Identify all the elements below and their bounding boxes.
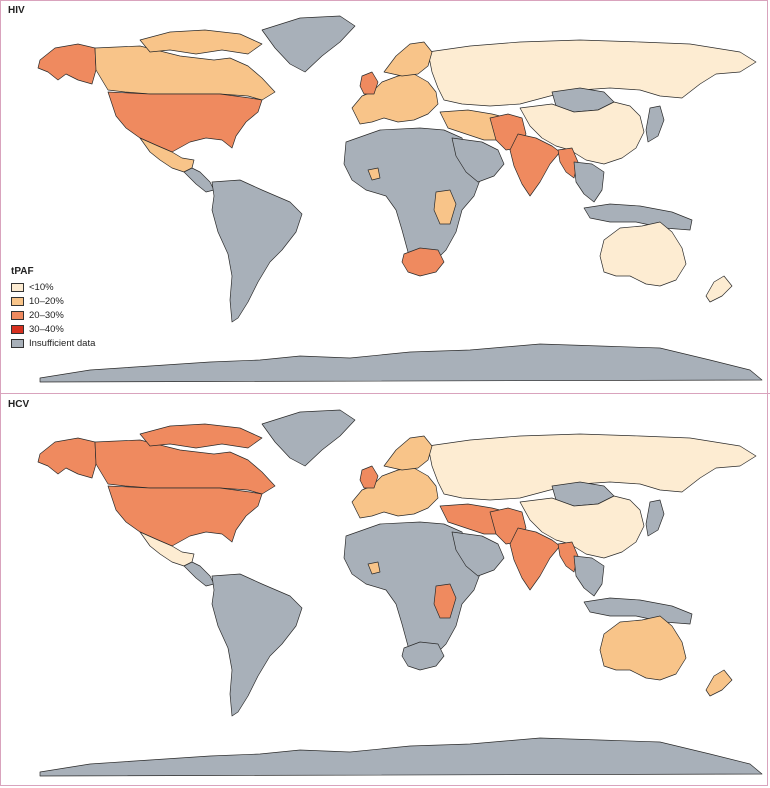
hiv-region-japan: [645, 105, 665, 143]
hcv-map-panel: HCV: [0, 394, 770, 788]
hiv-region-south-africa: [401, 247, 445, 277]
hiv-region-new-zealand: [705, 275, 733, 303]
hcv-region-antarctica: [39, 737, 763, 777]
hiv-region-usa: [107, 91, 263, 153]
legend-item-10-20: 10–20%: [11, 294, 95, 308]
hiv-region-antarctica: [39, 343, 763, 383]
hcv-region-indonesia: [583, 597, 693, 625]
legend-item-20-30: 20–30%: [11, 308, 95, 322]
hcv-region-south-africa: [401, 641, 445, 671]
hcv-region-australia: [599, 615, 687, 681]
hcv-region-alaska: [37, 437, 97, 479]
hiv-region-china: [519, 101, 645, 165]
legend-label-lt10: <10%: [29, 281, 54, 293]
hiv-region-alaska: [37, 43, 97, 85]
hiv-region-scandinavia: [383, 41, 433, 77]
hcv-world-map: [37, 409, 763, 777]
hiv-region-myanmar: [557, 147, 579, 179]
hcv-panel-title: HCV: [8, 399, 30, 410]
hiv-region-australia: [599, 221, 687, 287]
hcv-region-india: [509, 527, 561, 591]
legend-label-30-40: 30–40%: [29, 323, 64, 335]
hiv-panel-title: HIV: [8, 5, 25, 16]
hiv-region-uk: [359, 71, 379, 95]
hcv-region-west-africa-small: [367, 561, 381, 575]
hcv-region-africa: [343, 521, 481, 663]
legend-title: tPAF: [11, 266, 34, 277]
hiv-map-panel: HIV tPAF <10% 10–20% 20–30% 30–40% Insuf…: [8, 5, 763, 383]
hcv-region-se-asia: [573, 555, 605, 597]
hiv-region-europe-west: [351, 73, 439, 125]
hiv-region-india: [509, 133, 561, 197]
legend-swatch-lt10: [11, 282, 24, 292]
hiv-region-west-africa-small: [367, 167, 381, 181]
hiv-region-russia: [427, 39, 757, 107]
legend-swatch-10-20: [11, 296, 24, 306]
hcv-region-central-america: [183, 561, 215, 587]
hcv-region-arabia: [451, 531, 505, 577]
hcv-region-south-america: [211, 573, 303, 717]
hcv-region-japan: [645, 499, 665, 537]
hcv-region-tanzania-kenya: [433, 583, 457, 619]
legend-item-lt10: <10%: [11, 280, 95, 294]
hiv-region-se-asia: [573, 161, 605, 203]
legend-swatch-30-40: [11, 324, 24, 334]
legend-swatch-20-30: [11, 310, 24, 320]
legend-item-30-40: 30–40%: [11, 322, 95, 336]
hiv-region-africa: [343, 127, 481, 269]
hiv-region-south-america: [211, 179, 303, 323]
hiv-region-central-america: [183, 167, 215, 193]
hiv-region-tanzania-kenya: [433, 189, 457, 225]
legend-item-insufficient: Insufficient data: [11, 336, 95, 350]
hiv-region-greenland: [261, 15, 356, 73]
hcv-region-russia: [427, 433, 757, 501]
hcv-region-greenland: [261, 409, 356, 467]
legend-label-insufficient: Insufficient data: [29, 337, 96, 349]
hcv-region-scandinavia: [383, 435, 433, 471]
hcv-region-myanmar: [557, 541, 579, 573]
hcv-region-china: [519, 495, 645, 559]
panel-divider: [0, 393, 770, 394]
hiv-region-arabia: [451, 137, 505, 183]
hcv-region-usa: [107, 485, 263, 547]
hiv-world-map: [37, 15, 763, 383]
hcv-region-europe-west: [351, 467, 439, 519]
legend-swatch-insufficient: [11, 338, 24, 348]
legend-label-10-20: 10–20%: [29, 295, 64, 307]
hiv-region-indonesia: [583, 203, 693, 231]
hcv-region-canada-arctic: [139, 423, 263, 449]
legend-label-20-30: 20–30%: [29, 309, 64, 321]
hcv-region-uk: [359, 465, 379, 489]
hiv-region-canada-arctic: [139, 29, 263, 55]
tpaf-legend: tPAF <10% 10–20% 20–30% 30–40% Insuffici…: [11, 266, 95, 350]
hcv-region-new-zealand: [705, 669, 733, 697]
